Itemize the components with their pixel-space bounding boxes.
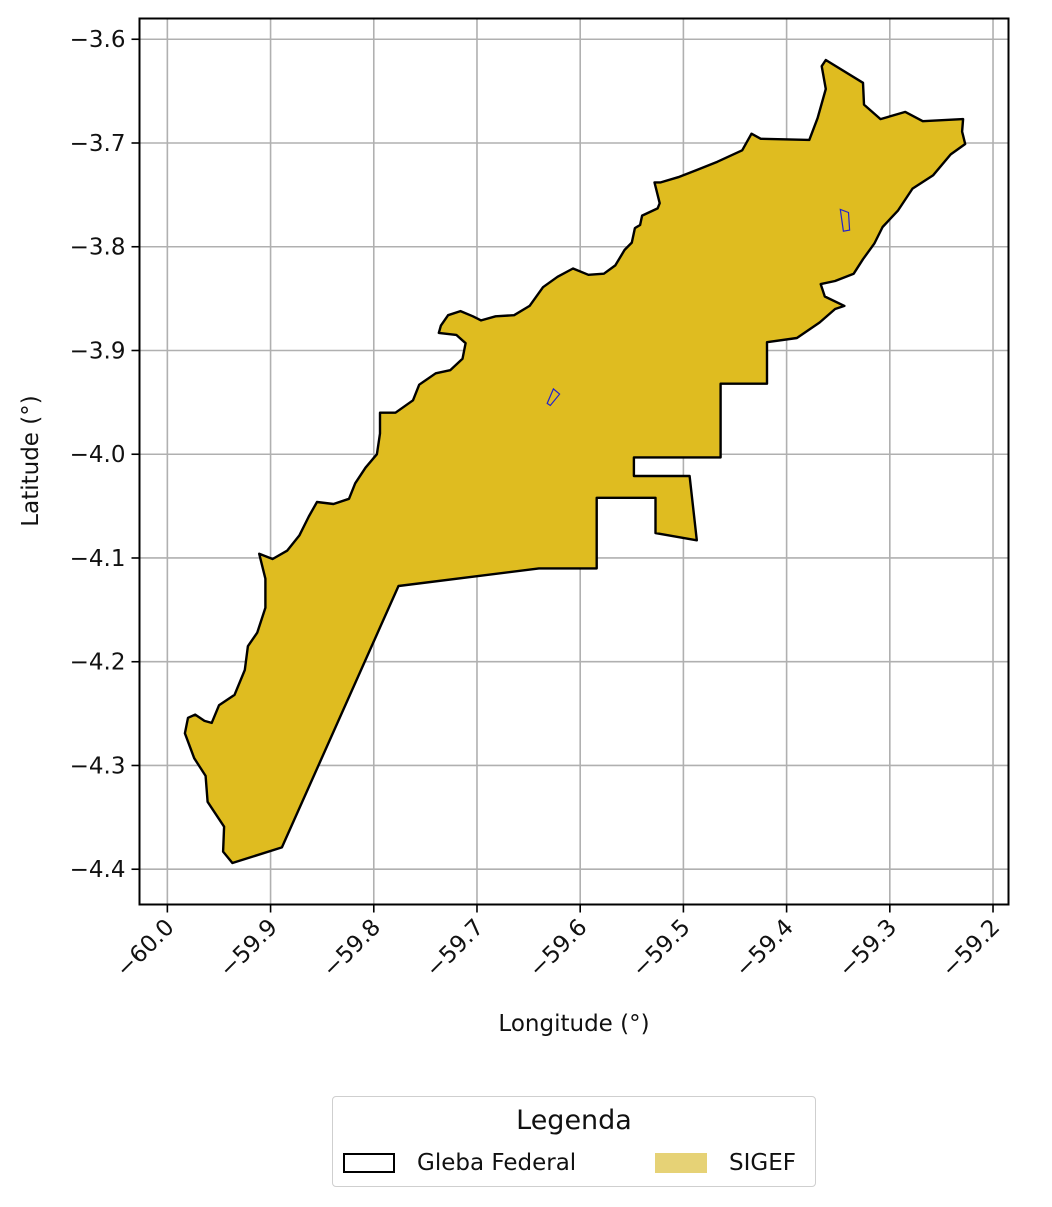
x-tick-label-0: −60.0 xyxy=(111,914,179,982)
sigef-parcels xyxy=(546,208,851,407)
x-tick-label-8: −59.2 xyxy=(937,914,1005,982)
x-tick-label-2: −59.8 xyxy=(318,914,386,982)
legend-item-sigef: SIGEF xyxy=(655,1149,796,1177)
x-axis-label: Longitude (°) xyxy=(498,1011,649,1037)
y-tick-label-7: −4.3 xyxy=(70,753,126,779)
legend-label-gleba: Gleba Federal xyxy=(417,1150,577,1176)
legend-label-sigef: SIGEF xyxy=(729,1150,796,1176)
x-tick-label-7: −59.3 xyxy=(834,914,902,982)
map-plot: −60.0 −59.9 −59.8 −59.7 −59.6 −59.5 −59.4 −59.3… xyxy=(18,17,1010,1037)
legend-title: Legenda xyxy=(516,1105,632,1136)
sigef-parcel-0 xyxy=(546,387,561,407)
y-tick-label-1: −3.7 xyxy=(70,131,126,157)
x-tick-label-6: −59.4 xyxy=(731,914,799,982)
y-axis-ticks: −3.6 −3.7 −3.8 −3.9 −4.0 −4.1 −4.2 −4.3 −4.4 xyxy=(70,27,140,883)
y-axis-label: Latitude (°) xyxy=(18,395,44,526)
legend-swatch-sigef xyxy=(655,1153,707,1173)
y-tick-label-4: −4.0 xyxy=(70,442,126,468)
x-tick-label-5: −59.5 xyxy=(627,914,695,982)
y-tick-label-2: −3.8 xyxy=(70,235,126,261)
legend-swatch-gleba xyxy=(343,1153,395,1173)
gleba-federal-polygon xyxy=(183,58,967,865)
x-tick-label-1: −59.9 xyxy=(215,914,283,982)
x-tick-label-4: −59.6 xyxy=(524,914,592,982)
sigef-parcel-1 xyxy=(839,208,851,232)
x-axis-ticks: −60.0 −59.9 −59.8 −59.7 −59.6 −59.5 −59.4 −59.3… xyxy=(111,904,1005,983)
y-tick-label-8: −4.4 xyxy=(70,857,126,883)
legend-item-gleba: Gleba Federal xyxy=(343,1149,576,1177)
plot-frame xyxy=(138,17,1010,906)
y-tick-label-6: −4.2 xyxy=(70,650,126,676)
y-tick-label-0: −3.6 xyxy=(70,27,126,53)
x-tick-label-3: −59.7 xyxy=(421,914,489,982)
y-tick-label-3: −3.9 xyxy=(70,338,126,364)
legend: Legenda Gleba Federal SIGEF xyxy=(332,1096,816,1187)
y-tick-label-5: −4.1 xyxy=(70,546,126,572)
